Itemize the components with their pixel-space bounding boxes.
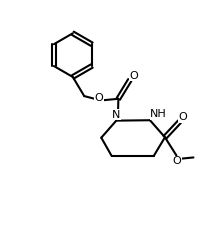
Text: N: N [112,110,120,120]
Text: O: O [95,93,104,103]
Text: O: O [129,70,138,80]
Text: O: O [179,112,188,122]
Text: NH: NH [150,110,167,119]
Text: O: O [172,156,181,166]
